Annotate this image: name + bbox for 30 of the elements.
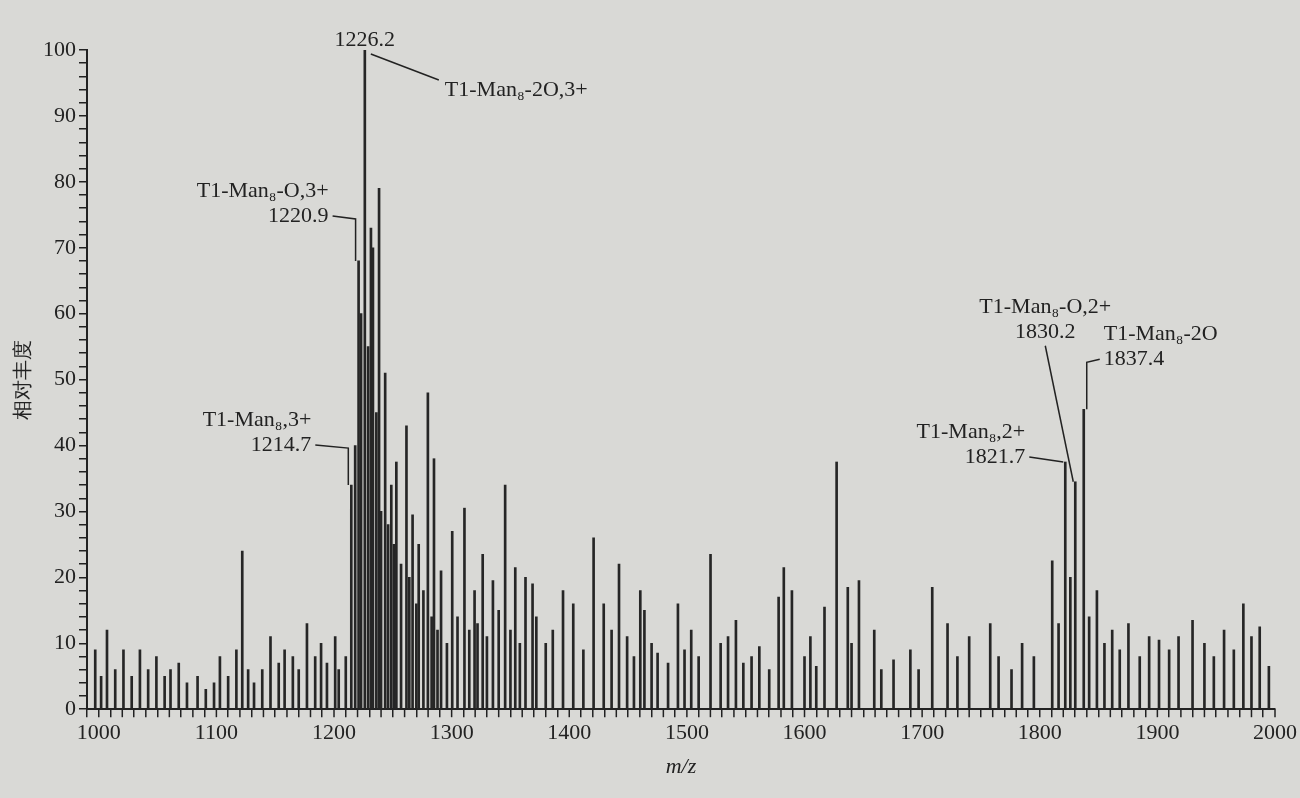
y-tick-label: 0 <box>65 694 76 720</box>
x-tick-label: 1900 <box>1135 719 1180 745</box>
x-tick-label: 1300 <box>429 719 474 745</box>
y-tick-label: 60 <box>54 299 76 325</box>
y-tick-label: 50 <box>54 365 76 391</box>
x-tick-label: 2000 <box>1253 719 1297 745</box>
x-tick-label: 1200 <box>312 719 357 745</box>
x-tick-label: 1000 <box>76 719 121 745</box>
x-tick-label: 1400 <box>547 719 592 745</box>
annotation: T1-Man₈-O,3+ 1220.9 <box>196 176 329 227</box>
y-tick-label: 30 <box>54 497 76 523</box>
y-tick-label: 80 <box>54 167 76 193</box>
y-tick-label: 10 <box>54 629 76 655</box>
y-axis-title: 相对丰度 <box>10 339 35 420</box>
x-tick-label: 1700 <box>900 719 945 745</box>
y-tick-label: 100 <box>43 35 76 61</box>
x-axis-title: m/z <box>665 752 697 778</box>
annotation: T1-Man₈-2O 1837.4 <box>1103 320 1218 371</box>
y-tick-label: 90 <box>54 101 76 127</box>
x-tick-label: 1500 <box>664 719 709 745</box>
x-tick-label: 1100 <box>194 719 238 745</box>
y-tick-label: 40 <box>54 431 76 457</box>
annotation: T1-Man₈-2O,3+ <box>444 75 588 101</box>
x-tick-label: 1800 <box>1017 719 1062 745</box>
y-tick-label: 70 <box>54 233 76 259</box>
annotation: 1226.2 <box>334 25 396 51</box>
y-tick-label: 20 <box>54 563 76 589</box>
x-tick-label: 1600 <box>782 719 827 745</box>
annotation: T1-Man₈,3+ 1214.7 <box>202 405 312 456</box>
annotation: T1-Man₈,2+ 1821.7 <box>916 417 1026 468</box>
